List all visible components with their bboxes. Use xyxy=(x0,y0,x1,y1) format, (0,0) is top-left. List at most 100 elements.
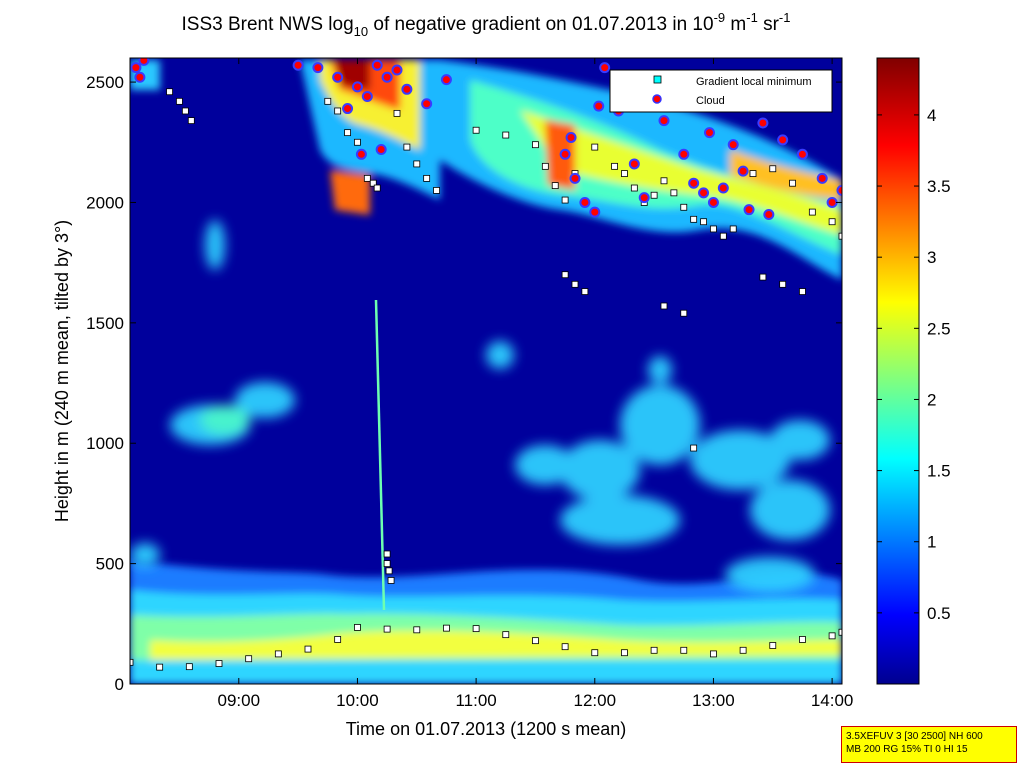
cloud-marker xyxy=(440,74,452,86)
gradient-minimum-marker xyxy=(383,625,391,633)
gradient-minimum-marker xyxy=(561,196,569,204)
cloud-marker xyxy=(361,91,373,103)
y-tick-label: 500 xyxy=(96,555,124,574)
gradient-minimum-marker xyxy=(739,646,747,654)
gradient-minimum-marker xyxy=(472,126,480,134)
gradient-minimum-marker xyxy=(532,637,539,645)
legend-entry-gradient-minimum: Gradient local minimum xyxy=(696,76,812,88)
x-tick-label: 13:00 xyxy=(692,691,735,710)
cloud-marker xyxy=(628,158,640,170)
cloud-marker xyxy=(638,192,650,204)
gradient-minimum-marker xyxy=(354,624,361,631)
gradient-minimum-marker xyxy=(181,107,189,115)
x-tick-label: 11:00 xyxy=(455,691,496,710)
cloud-marker xyxy=(678,148,690,160)
gradient-minimum-marker xyxy=(274,650,282,658)
gradient-minimum-marker xyxy=(413,160,421,168)
cloud-marker xyxy=(355,148,367,160)
gradient-minimum-marker xyxy=(660,302,668,310)
settings-line-1: 3.5XEFUV 3 [30 2500] NH 600 xyxy=(846,731,983,742)
colorbar-tick-label: 0.5 xyxy=(927,604,951,623)
gradient-minimum-marker xyxy=(838,628,842,636)
gradient-minimum-marker xyxy=(385,567,393,575)
gradient-minimum-marker xyxy=(680,646,688,654)
gradient-minimum-marker xyxy=(621,649,628,657)
y-tick-label: 1000 xyxy=(86,434,124,453)
gradient-minimum-markers xyxy=(130,88,842,671)
y-axis-label: Height in m (240 m mean, tilted by 3°) xyxy=(52,220,72,522)
cloud-marker xyxy=(421,98,433,110)
gradient-minimum-marker xyxy=(630,184,638,192)
gradient-minimum-marker xyxy=(304,645,312,653)
gradient-minimum-marker xyxy=(383,550,391,558)
gradient-minimum-marker xyxy=(472,625,480,633)
gradient-minimum-marker xyxy=(187,117,195,124)
x-tick-label: 09:00 xyxy=(218,691,261,710)
gradient-minimum-marker xyxy=(591,649,599,657)
gradient-minimum-marker xyxy=(541,162,549,170)
gradient-minimum-marker xyxy=(828,218,836,226)
gradient-minimum-marker xyxy=(838,232,842,240)
cloud-marker xyxy=(816,172,828,184)
cloud-marker xyxy=(727,139,739,151)
cloud-marker xyxy=(134,71,146,83)
cloud-marker xyxy=(130,62,142,74)
cloud-marker xyxy=(138,58,150,66)
gradient-minimum-marker xyxy=(650,191,658,199)
plot-frame xyxy=(129,57,843,685)
gradient-minimum-marker xyxy=(729,225,737,233)
gradient-minimum-marker xyxy=(561,643,569,651)
gradient-minimum-marker xyxy=(443,624,450,632)
gradient-minimum-marker xyxy=(344,129,351,137)
gradient-minimum-marker xyxy=(354,138,361,146)
gradient-minimum-marker xyxy=(387,577,395,584)
colorbar-gradient xyxy=(876,57,920,685)
colorbar-tick-label: 1.5 xyxy=(927,462,951,481)
gradient-minimum-marker xyxy=(433,187,440,194)
chart-title: ISS3 Brent NWS log10 of negative gradien… xyxy=(182,10,791,39)
cloud-marker xyxy=(737,165,749,177)
y-axis: 0 500 1000 1500 2000 2500 xyxy=(86,73,842,694)
cloud-marker xyxy=(688,177,700,189)
gradient-minimum-marker xyxy=(759,273,767,281)
cloud-marker xyxy=(593,100,605,112)
gradient-minimum-marker xyxy=(245,655,253,663)
heatmap-field xyxy=(130,60,842,684)
gradient-minimum-marker xyxy=(423,174,431,182)
colorbar-tick-label: 4 xyxy=(927,106,936,125)
x-tick-label: 10:00 xyxy=(336,691,379,710)
cloud-marker xyxy=(826,196,838,208)
gradient-minimum-marker xyxy=(670,189,678,197)
legend-marker-gradient-minimum xyxy=(653,75,662,84)
cloud-marker xyxy=(391,64,403,76)
gradient-minimum-marker xyxy=(334,636,342,643)
cloud-marker xyxy=(351,81,363,93)
gradient-minimum-marker xyxy=(621,170,628,177)
cloud-marker xyxy=(312,62,324,74)
gradient-minimum-marker xyxy=(719,232,727,240)
colorbar-tick-label: 3 xyxy=(927,248,936,267)
gradient-minimum-marker xyxy=(611,162,618,170)
gradient-minimum-marker xyxy=(324,97,332,105)
settings-line-2: MB 200 RG 15% TI 0 HI 15 xyxy=(846,744,968,755)
gradient-minimum-marker xyxy=(769,642,777,649)
gradient-minimum-marker xyxy=(413,626,421,634)
gradient-minimum-marker xyxy=(363,174,371,182)
gradient-minimum-marker xyxy=(215,660,223,667)
colorbar-tick-label: 2 xyxy=(927,390,936,409)
gradient-minimum-marker xyxy=(334,107,342,115)
cloud-marker xyxy=(707,196,719,208)
y-tick-label: 0 xyxy=(115,675,124,694)
gradient-minimum-marker xyxy=(680,309,688,317)
cloud-marker xyxy=(589,206,601,218)
gradient-minimum-marker xyxy=(690,215,698,223)
x-axis-label: Time on 01.07.2013 (1200 s mean) xyxy=(346,719,627,739)
cloud-marker xyxy=(658,115,670,127)
colorbar-ticks: 0.5 1 1.5 2 2.5 3 3.5 4 xyxy=(877,106,951,623)
gradient-minimum-marker xyxy=(532,141,539,149)
gradient-minimum-marker xyxy=(700,218,707,226)
gradient-minimum-marker xyxy=(779,280,787,288)
cloud-marker xyxy=(777,134,789,146)
cloud-marker xyxy=(599,62,611,74)
colorbar-tick-label: 3.5 xyxy=(927,177,951,196)
